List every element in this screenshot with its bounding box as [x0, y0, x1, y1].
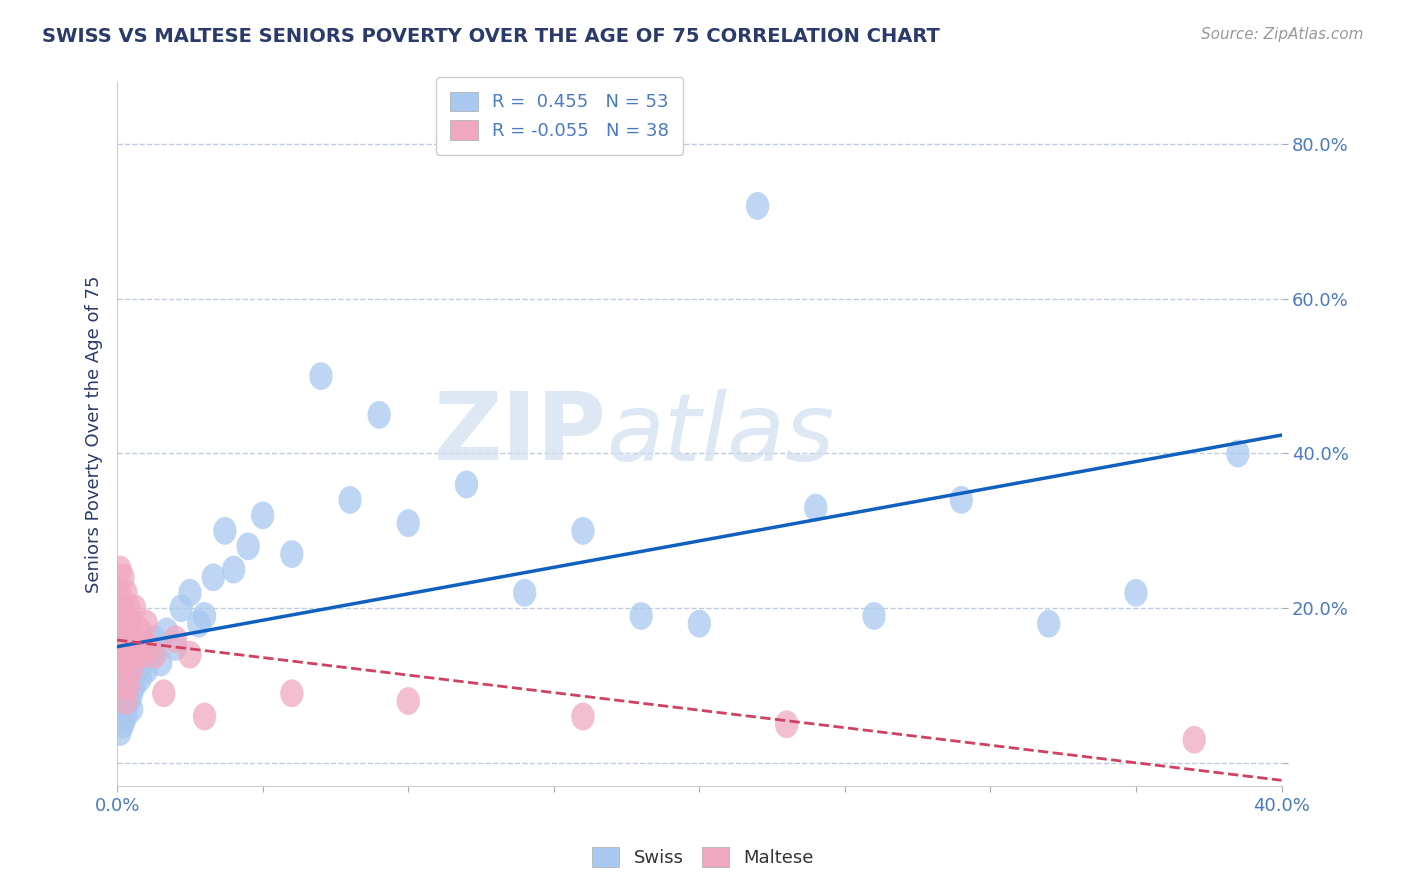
Y-axis label: Seniors Poverty Over the Age of 75: Seniors Poverty Over the Age of 75: [86, 276, 103, 593]
Text: ZIP: ZIP: [433, 388, 606, 480]
Legend: Swiss, Maltese: Swiss, Maltese: [585, 839, 821, 874]
Text: atlas: atlas: [606, 389, 835, 480]
Legend: R =  0.455   N = 53, R = -0.055   N = 38: R = 0.455 N = 53, R = -0.055 N = 38: [436, 77, 683, 155]
Text: SWISS VS MALTESE SENIORS POVERTY OVER THE AGE OF 75 CORRELATION CHART: SWISS VS MALTESE SENIORS POVERTY OVER TH…: [42, 27, 941, 45]
Text: Source: ZipAtlas.com: Source: ZipAtlas.com: [1201, 27, 1364, 42]
